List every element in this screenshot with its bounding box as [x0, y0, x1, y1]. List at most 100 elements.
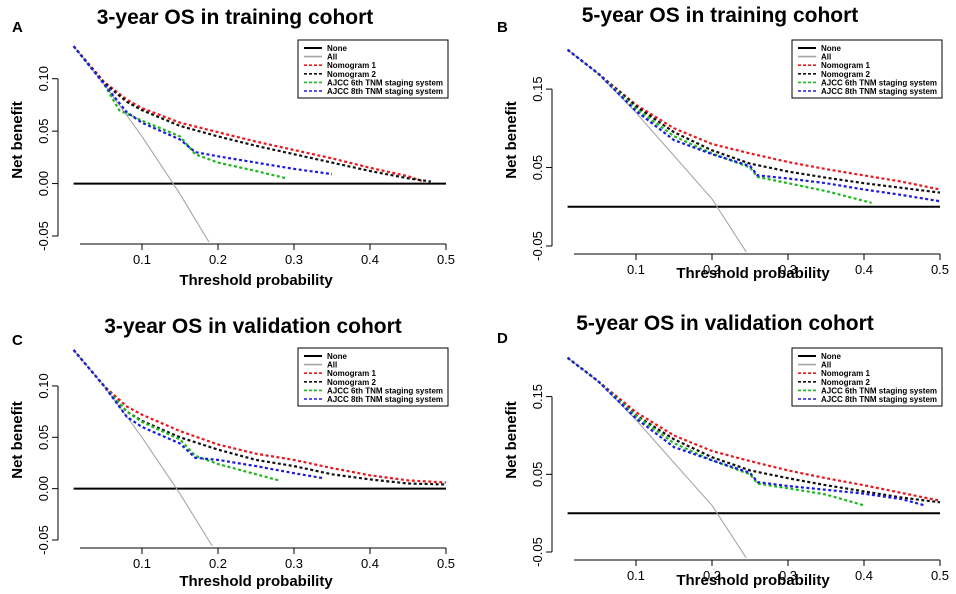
series-nomogram-1-line — [72, 349, 447, 484]
y-tick-label: -0.05 — [36, 221, 51, 251]
legend-label-nomogram-2: Nomogram 2 — [821, 70, 870, 79]
legend-label-nomogram-1: Nomogram 1 — [327, 369, 376, 378]
legend-label-nomogram-2: Nomogram 2 — [327, 70, 376, 79]
y-tick-label: 0.15 — [530, 384, 545, 409]
y-tick-label: 0.05 — [36, 118, 51, 143]
x-axis-title: Threshold probability — [179, 272, 333, 289]
legend-label-ajcc-6th-tnm-staging-system: AJCC 6th TNM staging system — [821, 386, 937, 395]
x-tick-label: 0.1 — [133, 556, 151, 571]
series-ajcc-6th-tnm-staging-system-line — [72, 45, 287, 180]
chart-title: 3-year OS in validation cohort — [104, 315, 402, 338]
series-ajcc-8th-tnm-staging-system-line — [566, 356, 926, 507]
panel-label: D — [497, 330, 508, 347]
x-axis-title: Threshold probability — [179, 573, 333, 590]
y-tick-label: 0.10 — [36, 66, 51, 91]
panel-b: B 5-year OS in training cohort 0.1 0.2 0.3 0.… — [497, 4, 949, 282]
series-nomogram-2-line — [566, 48, 941, 194]
legend-label-ajcc-8th-tnm-staging-system: AJCC 8th TNM staging system — [821, 87, 937, 96]
x-tick-label: 0.2 — [703, 262, 721, 277]
series-ajcc-8th-tnm-staging-system-line — [566, 48, 941, 203]
x-tick-label: 0.4 — [855, 262, 873, 277]
series-all-line — [73, 349, 213, 546]
legend-label-none: None — [327, 44, 348, 53]
legend-box — [791, 347, 943, 407]
series-nomogram-1-line — [566, 356, 941, 502]
legend-label-all: All — [327, 361, 337, 370]
series-all-line — [567, 357, 747, 558]
legend-label-nomogram-2: Nomogram 2 — [327, 378, 376, 387]
legend-label-nomogram-1: Nomogram 1 — [327, 61, 376, 70]
y-axis-title: Net benefit — [9, 401, 26, 479]
legend-label-ajcc-8th-tnm-staging-system: AJCC 8th TNM staging system — [821, 395, 937, 404]
x-tick-label: 0.2 — [209, 556, 227, 571]
x-tick-label: 0.2 — [703, 568, 721, 583]
x-tick-label: 0.4 — [855, 568, 873, 583]
legend-box — [297, 347, 449, 407]
panel-a: A 3-year OS in training cohort 0.1 0.2 0.3 0.… — [9, 6, 455, 289]
y-tick-label: -0.05 — [530, 231, 545, 261]
series-all-line — [73, 45, 210, 242]
series-group — [72, 45, 446, 242]
legend-label-nomogram-2: Nomogram 2 — [821, 378, 870, 387]
x-tick-label: 0.1 — [627, 262, 645, 277]
y-tick-label: 0.00 — [36, 171, 51, 196]
chart-title: 3-year OS in training cohort — [97, 6, 374, 29]
panel-c: C 3-year OS in validation cohort 0.1 0.2 0.3… — [9, 315, 455, 590]
x-tick-label: 0.3 — [779, 568, 797, 583]
x-tick-label: 0.1 — [133, 252, 151, 267]
x-tick-label: 0.5 — [931, 568, 949, 583]
series-group — [566, 356, 941, 558]
y-axis-title: Net benefit — [9, 101, 26, 179]
y-tick-label: -0.05 — [36, 525, 51, 555]
x-axis-title: Threshold probability — [676, 265, 830, 282]
series-nomogram-2-line — [72, 45, 431, 183]
y-axis-title: Net benefit — [503, 101, 520, 179]
x-axis-title: Threshold probability — [676, 572, 830, 589]
series-group — [566, 48, 941, 252]
legend-label-nomogram-1: Nomogram 1 — [821, 369, 870, 378]
legend-label-ajcc-6th-tnm-staging-system: AJCC 6th TNM staging system — [327, 78, 443, 87]
series-group — [72, 349, 447, 546]
series-nomogram-1-line — [72, 45, 424, 183]
y-tick-label: 0.00 — [36, 476, 51, 501]
legend-box — [791, 39, 943, 99]
y-tick-label: 0.05 — [36, 425, 51, 450]
series-ajcc-6th-tnm-staging-system-line — [72, 349, 280, 482]
legend-label-ajcc-8th-tnm-staging-system: AJCC 8th TNM staging system — [327, 395, 443, 404]
x-tick-label: 0.3 — [779, 262, 797, 277]
panel-label: C — [12, 332, 23, 349]
legend-label-ajcc-6th-tnm-staging-system: AJCC 6th TNM staging system — [327, 386, 443, 395]
chart-title: 5-year OS in validation cohort — [576, 312, 874, 335]
y-tick-label: 0.10 — [36, 373, 51, 398]
legend-label-all: All — [821, 53, 831, 62]
series-nomogram-1-line — [566, 48, 941, 191]
x-tick-label: 0.5 — [931, 262, 949, 277]
x-tick-label: 0.5 — [437, 556, 455, 571]
legend-label-ajcc-8th-tnm-staging-system: AJCC 8th TNM staging system — [327, 87, 443, 96]
chart-title: 5-year OS in training cohort — [582, 4, 859, 27]
legend-label-all: All — [821, 361, 831, 370]
x-tick-label: 0.1 — [627, 568, 645, 583]
x-tick-label: 0.4 — [361, 252, 379, 267]
series-ajcc-8th-tnm-staging-system-line — [72, 349, 325, 480]
legend-box — [297, 39, 449, 99]
legend-label-ajcc-6th-tnm-staging-system: AJCC 6th TNM staging system — [821, 78, 937, 87]
legend-label-nomogram-1: Nomogram 1 — [821, 61, 870, 70]
series-all-line — [567, 49, 747, 252]
x-tick-label: 0.3 — [285, 252, 303, 267]
legend-label-all: All — [327, 53, 337, 62]
panel-label: B — [497, 19, 508, 36]
panel-label: A — [12, 19, 23, 36]
legend-label-none: None — [327, 352, 348, 361]
legend-label-none: None — [821, 352, 842, 361]
y-tick-label: 0.05 — [530, 462, 545, 487]
series-ajcc-8th-tnm-staging-system-line — [72, 45, 333, 176]
x-tick-label: 0.2 — [209, 252, 227, 267]
x-tick-label: 0.5 — [437, 252, 455, 267]
x-tick-label: 0.3 — [285, 556, 303, 571]
